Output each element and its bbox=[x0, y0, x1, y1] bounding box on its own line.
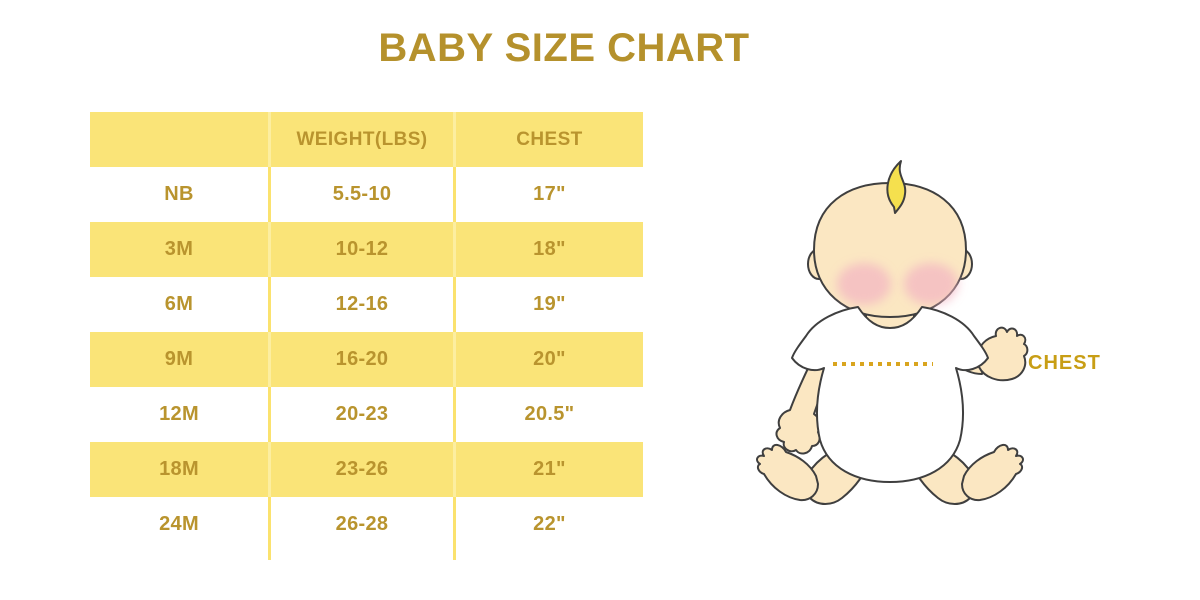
header-weight: WEIGHT(LBS) bbox=[271, 112, 456, 167]
cell-size: 9M bbox=[90, 332, 271, 387]
cell-size: 24M bbox=[90, 497, 271, 552]
table-row: 6M 12-16 19" bbox=[90, 277, 643, 332]
baby-blush-right bbox=[904, 263, 958, 305]
cell-weight: 12-16 bbox=[271, 277, 456, 332]
baby-foot-left bbox=[756, 444, 819, 502]
baby-blush-left bbox=[837, 263, 891, 305]
cell-chest: 20" bbox=[533, 348, 566, 370]
baby-onesie bbox=[791, 306, 989, 483]
size-table: WEIGHT(LBS) CHEST NB 5.5-10 17" 3M 10-12… bbox=[90, 112, 643, 552]
table-row: 18M 23-26 21" bbox=[90, 442, 643, 497]
cell-chest: 22" bbox=[533, 513, 566, 535]
table-row: 3M 10-12 18" bbox=[90, 222, 643, 277]
baby-fist bbox=[976, 326, 1029, 382]
cell-weight: 23-26 bbox=[271, 442, 456, 497]
cell-chest: 17" bbox=[533, 183, 566, 205]
table-header-row: WEIGHT(LBS) CHEST bbox=[90, 112, 643, 167]
chest-measure-label: CHEST bbox=[1028, 352, 1101, 374]
header-chest: CHEST bbox=[516, 128, 583, 150]
cell-size: 18M bbox=[90, 442, 271, 497]
cell-weight: 26-28 bbox=[271, 497, 456, 552]
cell-weight: 16-20 bbox=[271, 332, 456, 387]
cell-chest: 21" bbox=[533, 458, 566, 480]
table-row: 12M 20-23 20.5" bbox=[90, 387, 643, 442]
cell-chest: 20.5" bbox=[524, 403, 575, 425]
cell-chest: 18" bbox=[533, 238, 566, 260]
cell-size: NB bbox=[90, 167, 271, 222]
baby-illustration bbox=[720, 150, 1140, 570]
header-size bbox=[90, 112, 271, 167]
table-column-separator-extension bbox=[268, 552, 271, 560]
baby-hair-curl bbox=[886, 160, 907, 214]
cell-weight: 10-12 bbox=[271, 222, 456, 277]
baby-foot-right bbox=[961, 444, 1024, 502]
cell-size: 6M bbox=[90, 277, 271, 332]
cell-weight: 5.5-10 bbox=[271, 167, 456, 222]
table-row: 9M 16-20 20" bbox=[90, 332, 643, 387]
table-row: 24M 26-28 22" bbox=[90, 497, 643, 552]
page-title: BABY SIZE CHART bbox=[378, 26, 750, 70]
cell-weight: 20-23 bbox=[271, 387, 456, 442]
sitting-baby-icon bbox=[756, 160, 1029, 505]
cell-size: 12M bbox=[90, 387, 271, 442]
table-column-separator-extension bbox=[453, 552, 456, 560]
table-row: NB 5.5-10 17" bbox=[90, 167, 643, 222]
cell-size: 3M bbox=[90, 222, 271, 277]
cell-chest: 19" bbox=[533, 293, 566, 315]
